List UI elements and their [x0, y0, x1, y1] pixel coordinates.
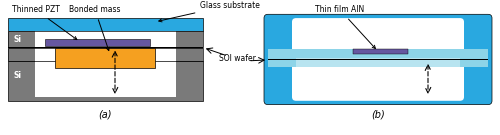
Bar	[8, 48, 35, 61]
Text: Si: Si	[14, 71, 22, 80]
Text: Thin film AlN: Thin film AlN	[316, 5, 376, 48]
Bar	[296, 48, 460, 58]
FancyBboxPatch shape	[292, 18, 464, 101]
Text: SOI wafer: SOI wafer	[218, 54, 256, 63]
Bar	[8, 31, 203, 47]
Bar	[8, 48, 203, 61]
Bar	[8, 18, 203, 31]
Bar	[268, 59, 488, 60]
Text: Si: Si	[14, 35, 22, 43]
Text: Thinned PZT: Thinned PZT	[12, 5, 77, 40]
Bar	[45, 39, 150, 46]
Text: Glass substrate: Glass substrate	[159, 1, 260, 22]
Bar	[8, 48, 203, 61]
Bar	[8, 31, 203, 47]
Bar	[35, 48, 176, 61]
Bar	[35, 31, 176, 47]
Bar	[35, 61, 176, 97]
Bar	[8, 47, 203, 48]
Bar	[8, 31, 35, 47]
Bar	[176, 48, 203, 61]
Bar	[8, 61, 203, 101]
Bar	[176, 31, 203, 47]
Bar	[296, 58, 460, 67]
Bar	[268, 48, 303, 67]
Bar	[453, 48, 488, 67]
Text: (a): (a)	[98, 109, 112, 119]
Text: (b): (b)	[371, 109, 385, 119]
FancyBboxPatch shape	[264, 14, 492, 105]
Text: Bonded mass: Bonded mass	[69, 5, 121, 50]
Bar	[55, 48, 155, 68]
Bar	[353, 48, 408, 54]
